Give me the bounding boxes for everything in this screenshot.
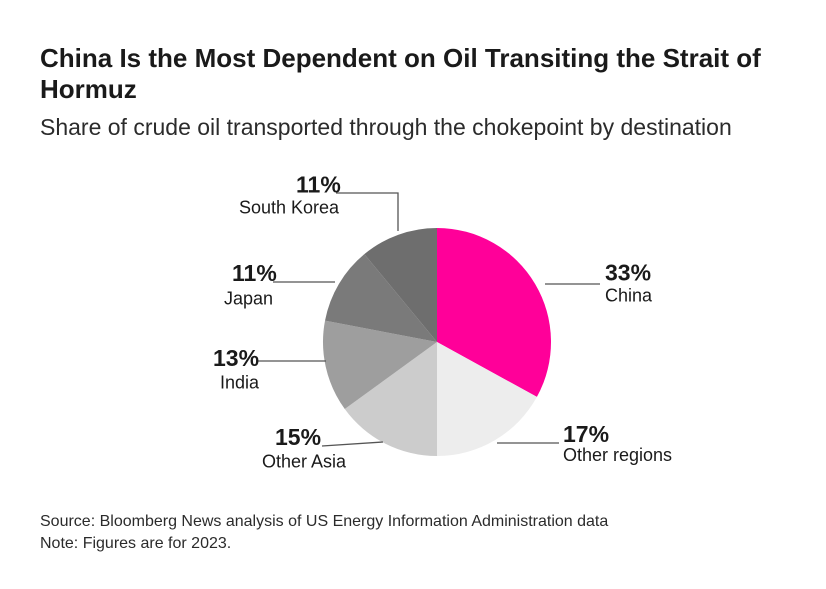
svg-text:13%: 13% <box>213 345 259 371</box>
svg-text:South Korea: South Korea <box>239 198 340 218</box>
svg-text:33%: 33% <box>605 260 651 286</box>
svg-text:11%: 11% <box>296 171 341 197</box>
svg-text:Other regions: Other regions <box>563 445 672 465</box>
svg-text:China: China <box>605 286 653 306</box>
svg-text:Japan: Japan <box>224 289 273 309</box>
svg-text:Other Asia: Other Asia <box>262 452 347 472</box>
svg-text:17%: 17% <box>563 421 609 447</box>
svg-text:India: India <box>220 373 260 393</box>
svg-text:15%: 15% <box>275 424 321 450</box>
svg-text:11%: 11% <box>232 260 277 286</box>
